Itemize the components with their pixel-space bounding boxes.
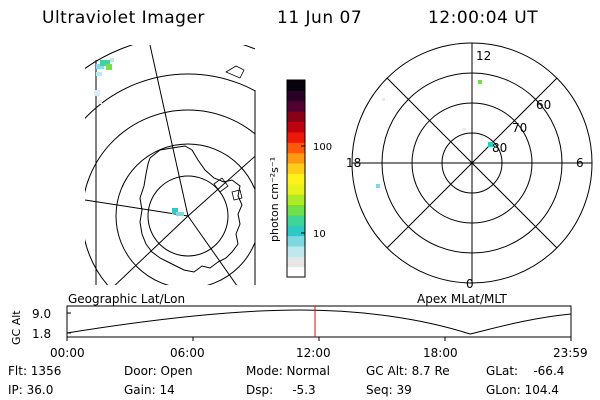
flight-number: Flt: 1356 [8,364,62,378]
colorbar-segment [287,266,305,278]
colorbar-segment [287,142,305,154]
alt-ylabel: GC Alt [10,310,23,345]
alt-xtick-0000: 00:00 [50,346,85,360]
mlt-label-6: 6 [576,156,584,170]
alt-xtick-2359: 23:59 [553,346,588,360]
colorbar-segment [287,100,305,112]
ip-value: IP: 36.0 [8,383,54,397]
color-bar-frame [286,79,306,278]
colorbar-segment [287,162,305,174]
right-panel-caption: Apex MLat/MLT [417,292,507,306]
gc-alt-value: GC Alt: 8.7 Re [366,364,450,378]
colorbar-segment [287,225,305,237]
left-auroral-emission [94,58,184,216]
date-label: 11 Jun 07 [277,8,363,28]
glon-value: GLon: 104.4 [486,383,559,397]
colorbar-segment [287,214,305,226]
seq-value: Seq: 39 [366,383,412,397]
colorbar-segment [287,90,305,102]
polar-auroral-emission [376,80,493,188]
alt-ytick-9: 9.0 [32,307,51,321]
colorbar-tick-label-100: 100 [313,142,332,153]
glat-value: GLat: -66.4 [486,364,565,378]
colorbar-segment [287,245,305,257]
colorbar-segment [287,121,305,133]
door-status: Door: Open [124,364,193,378]
time-label: 12:00:04 UT [428,8,539,28]
colorbar-segment [287,235,305,247]
mlt-label-0: 0 [466,277,474,291]
colorbar-segment [287,131,305,143]
mlat-label-60: 60 [536,98,551,112]
alt-xtick-1800: 18:00 [423,346,458,360]
mlt-label-12: 12 [476,49,491,63]
colorbar-segment [287,111,305,123]
colorbar-segment [287,204,305,216]
left-panel-frame [95,60,256,285]
alt-ytick-1.8: 1.8 [32,327,51,341]
colorbar-segment [287,173,305,185]
mlt-label-18: 18 [346,156,361,170]
mlat-label-70: 70 [512,121,527,135]
colorbar-segment [287,80,305,91]
mlat-label-80: 80 [492,141,507,155]
altitude-plot: 9.0 1.8 GC Alt 00:00 06:00 12:00 18:00 2… [10,305,588,360]
altitude-curve [66,309,572,335]
left-panel-caption: Geographic Lat/Lon [68,292,185,306]
geographic-map [85,45,255,285]
colorbar-segment [287,194,305,206]
alt-xtick-1200: 12:00 [296,346,331,360]
colorbar-unit-label: photon cm⁻²s⁻¹ [268,157,281,242]
gain-value: Gain: 14 [124,383,175,397]
alt-xtick-0600: 06:00 [170,346,205,360]
colorbar-segment [287,256,305,268]
colorbar-segment [287,152,305,164]
color-bar [287,80,305,278]
colorbar-segment [287,183,305,195]
mode-value: Mode: Normal [246,364,330,378]
app-title: Ultraviolet Imager [42,8,205,28]
dsp-value: Dsp: -5.3 [246,383,316,397]
colorbar-tick-label-10: 10 [313,229,326,240]
polar-plot [351,42,593,284]
